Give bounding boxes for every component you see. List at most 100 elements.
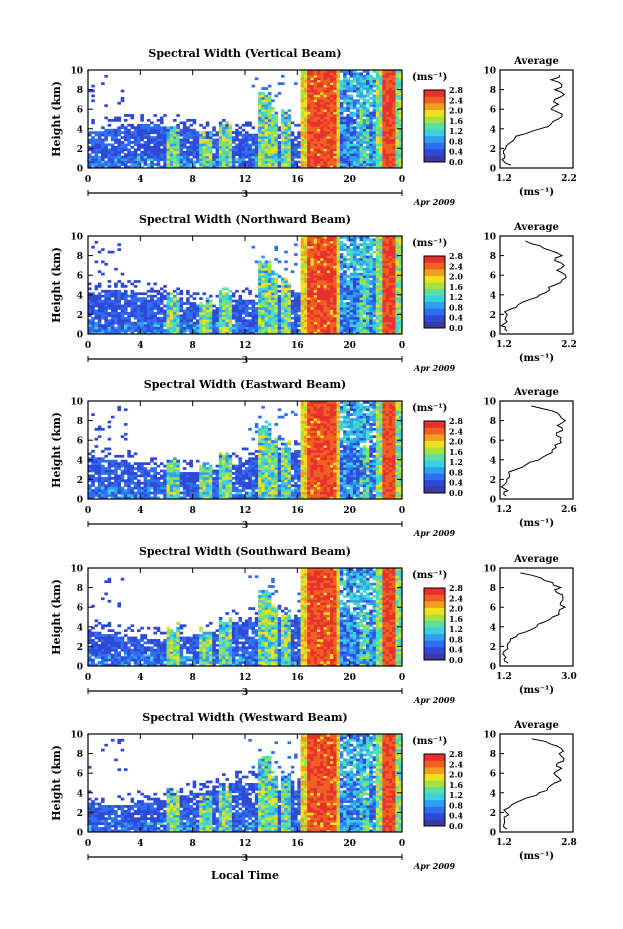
heatmap-cell (245, 150, 249, 154)
heatmap-cell (307, 119, 311, 122)
heatmap-cell (199, 311, 203, 315)
heatmap-cell (117, 155, 122, 159)
heatmap-cell (117, 299, 122, 303)
heatmap-cell (326, 104, 331, 108)
heatmap-cell (398, 160, 403, 164)
heatmap-cell (110, 472, 115, 475)
heatmap-cell (179, 148, 184, 152)
heatmap-cell (362, 250, 367, 254)
heatmap-cell (333, 304, 337, 308)
heatmap-cell (261, 133, 265, 137)
heatmap-cell (395, 248, 400, 251)
heatmap-cell (215, 294, 220, 298)
heatmap-cell (388, 294, 393, 298)
heatmap-cell (130, 126, 135, 130)
heatmap-cell (339, 240, 344, 244)
heatmap-cell (385, 267, 390, 271)
heatmap-cell (310, 111, 314, 115)
heatmap-cell (333, 265, 337, 269)
heatmap-cell (294, 314, 298, 318)
heatmap-cell (267, 94, 272, 98)
heatmap-cell (169, 128, 174, 132)
heatmap-cell (362, 128, 367, 132)
heatmap-cell (153, 299, 157, 303)
heatmap-cell (245, 121, 249, 125)
heatmap-cell (222, 329, 226, 332)
heatmap-cell (156, 143, 161, 147)
heatmap-cell (264, 114, 269, 117)
heatmap-cell (323, 319, 328, 323)
heatmap-cell (359, 297, 364, 300)
heatmap-cell (385, 282, 390, 286)
heatmap-cell (303, 101, 308, 105)
heatmap-cell (218, 131, 223, 134)
heatmap-cell (356, 326, 360, 330)
heatmap-cell (143, 302, 148, 305)
heatmap-cell (123, 302, 128, 305)
heatmap-cell (163, 314, 167, 318)
heatmap-cell (114, 285, 118, 288)
heatmap-cell (313, 319, 318, 323)
heatmap-cell (294, 253, 298, 256)
heatmap-cell (88, 138, 92, 142)
heatmap-cell (245, 319, 249, 323)
heatmap-cell (117, 160, 122, 164)
heatmap-cell (261, 267, 265, 271)
heatmap-cell (359, 302, 364, 305)
heatmap-cell (333, 77, 337, 81)
heatmap-cell (336, 136, 341, 139)
heatmap-cell (349, 238, 354, 242)
heatmap-cell (310, 121, 314, 125)
heatmap-cell (333, 285, 337, 288)
heatmap-cell (330, 119, 334, 122)
heatmap-cell (330, 92, 334, 95)
heatmap-cell (326, 326, 331, 330)
heatmap-cell (284, 153, 288, 157)
heatmap-cell (300, 321, 305, 325)
heatmap-cell (186, 299, 190, 303)
heatmap-cell (303, 245, 308, 249)
heatmap-cell (310, 309, 314, 313)
heatmap-cell (385, 158, 390, 161)
heatmap-cell (163, 324, 167, 327)
heatmap-cell (330, 280, 334, 283)
heatmap-cell (110, 326, 115, 330)
heatmap-cell (303, 270, 308, 274)
heatmap-cell (300, 319, 305, 323)
heatmap-cell (271, 331, 275, 335)
heatmap-cell (382, 292, 386, 296)
heatmap-cell (215, 141, 220, 144)
heatmap-cell (395, 258, 400, 261)
heatmap-cell (271, 329, 275, 332)
heatmap-cell (274, 277, 279, 281)
heatmap-cell (307, 128, 311, 132)
heatmap-cell (352, 309, 357, 313)
heatmap-cell (300, 133, 305, 137)
heatmap-cell (202, 141, 207, 144)
heatmap-cell (290, 163, 295, 166)
heatmap-cell (352, 329, 357, 332)
heatmap-cell (316, 302, 321, 305)
heatmap-cell (297, 297, 301, 300)
heatmap-cell (258, 92, 262, 95)
heatmap-cell (379, 111, 383, 115)
heatmap-cell (343, 255, 347, 259)
heatmap-cell (307, 316, 311, 320)
heatmap-cell (127, 314, 131, 318)
heatmap-cell (176, 155, 180, 159)
heatmap-cell (349, 248, 354, 251)
heatmap-cell (316, 304, 321, 308)
colorbar-tick-label: 0.4 (449, 147, 463, 157)
heatmap-cell (245, 307, 249, 310)
heatmap-cell (267, 282, 272, 286)
heatmap-cell (388, 145, 393, 149)
heatmap-cell (159, 121, 164, 125)
heatmap-cell (186, 297, 190, 300)
heatmap-cell (385, 150, 390, 154)
heatmap-cell (362, 109, 367, 112)
heatmap-cell (202, 158, 207, 161)
heatmap-cell (398, 153, 403, 157)
heatmap-cell (382, 304, 386, 308)
heatmap-cell (267, 319, 272, 323)
heatmap-cell (261, 289, 265, 293)
